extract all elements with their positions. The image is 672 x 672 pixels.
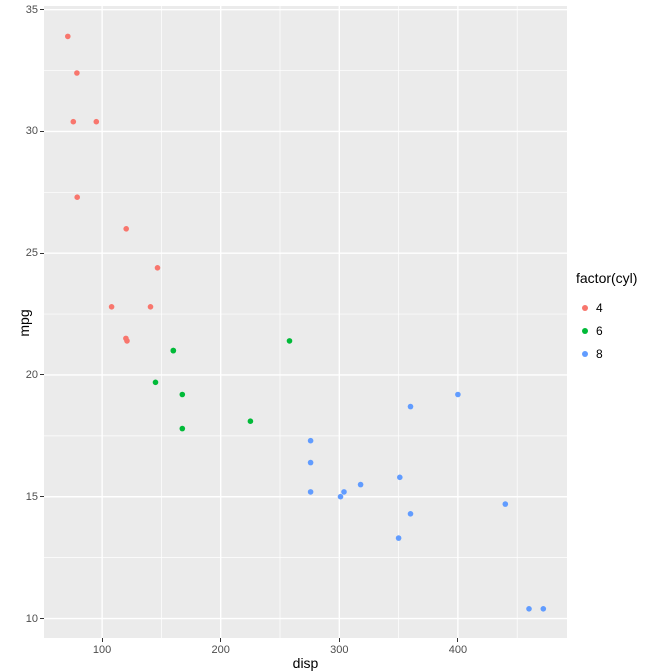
data-point xyxy=(307,459,314,466)
y-tick-mark xyxy=(40,9,44,11)
x-tick-mark xyxy=(338,638,340,642)
x-axis-title: disp xyxy=(292,655,319,671)
y-tick-mark xyxy=(40,496,44,498)
x-tick-label: 100 xyxy=(92,644,112,656)
data-point xyxy=(147,304,154,310)
data-point xyxy=(286,338,293,344)
data-point xyxy=(170,347,177,354)
y-tick-mark xyxy=(40,252,44,254)
y-axis-title: mpg xyxy=(16,309,32,337)
data-point xyxy=(526,606,532,612)
data-point xyxy=(152,379,159,386)
legend-entry-4: 4 xyxy=(576,296,670,319)
x-tick-mark xyxy=(101,638,103,642)
data-point xyxy=(70,118,77,125)
data-point xyxy=(307,437,314,444)
data-point xyxy=(74,70,80,76)
data-point xyxy=(154,265,161,271)
data-point xyxy=(247,418,254,425)
plot-panel xyxy=(44,6,567,638)
legend-title: factor(cyl) xyxy=(576,270,638,286)
data-point xyxy=(407,403,414,410)
y-tick-mark xyxy=(40,130,44,132)
legend-entry-label: 8 xyxy=(596,346,603,361)
data-point xyxy=(357,481,364,488)
data-point xyxy=(65,33,71,40)
data-point xyxy=(307,489,314,495)
data-point xyxy=(455,391,461,398)
data-point xyxy=(407,511,414,517)
legend-entry-label: 4 xyxy=(596,300,603,315)
legend-entry-6: 6 xyxy=(576,319,670,342)
data-point xyxy=(74,194,80,200)
data-point xyxy=(108,304,115,310)
x-tick-mark xyxy=(220,638,222,642)
legend-key-dot-icon xyxy=(576,299,593,316)
data-point xyxy=(540,606,547,612)
y-tick-label: 10 xyxy=(25,612,38,625)
y-tick-label: 20 xyxy=(25,368,38,381)
legend-key-dot-icon xyxy=(576,322,593,339)
plot-area-svg xyxy=(44,6,567,638)
data-point xyxy=(395,535,402,541)
y-tick-label: 25 xyxy=(25,247,38,260)
x-tick-label: 400 xyxy=(448,644,468,656)
legend-key-dot-icon xyxy=(576,345,593,362)
y-tick-label: 35 xyxy=(25,3,38,16)
data-point xyxy=(397,474,403,481)
data-point xyxy=(502,501,509,507)
data-point xyxy=(337,493,344,500)
legend-entry-label: 6 xyxy=(596,323,603,338)
legend: factor(cyl) 4 6 8 xyxy=(576,270,670,365)
data-point xyxy=(179,391,186,398)
y-tick-mark xyxy=(40,618,44,620)
x-tick-label: 200 xyxy=(211,644,230,656)
data-point xyxy=(93,118,100,125)
y-tick-label: 30 xyxy=(25,125,38,138)
data-point xyxy=(123,226,129,232)
x-tick-mark xyxy=(457,638,459,642)
y-tick-label: 15 xyxy=(25,490,38,503)
legend-entry-8: 8 xyxy=(576,342,670,365)
data-point xyxy=(179,425,186,432)
data-point xyxy=(341,489,347,495)
x-tick-label: 300 xyxy=(330,644,349,656)
y-tick-mark xyxy=(40,374,44,376)
legend-entries: 4 6 8 xyxy=(576,296,670,365)
data-point xyxy=(124,338,130,344)
